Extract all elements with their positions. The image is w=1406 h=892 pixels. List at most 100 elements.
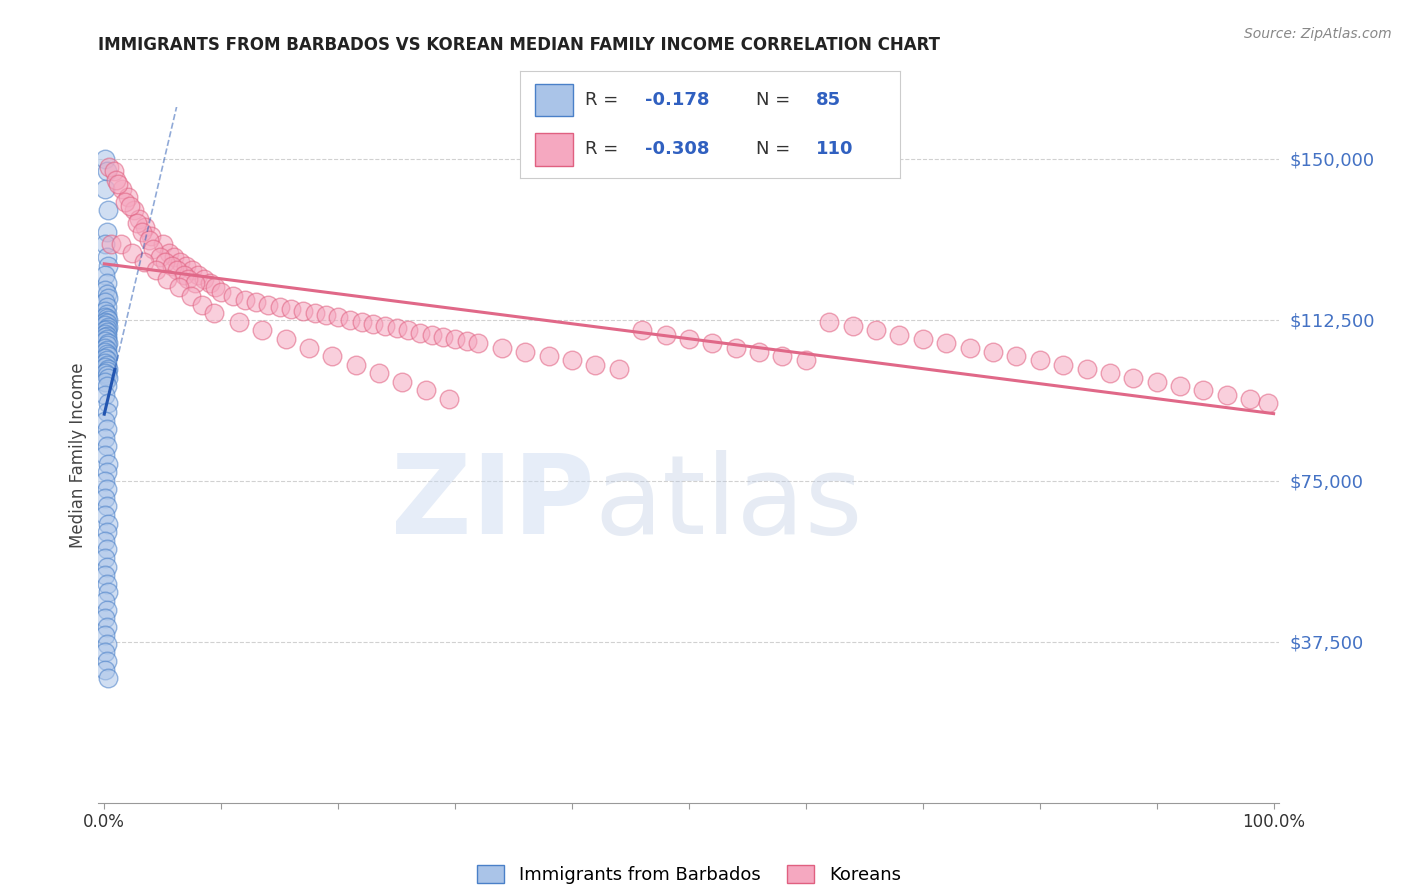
Point	[138, 233, 160, 247]
Point	[94, 181, 117, 195]
Text: R =: R =	[585, 141, 624, 159]
Point	[125, 216, 148, 230]
Point	[350, 315, 373, 329]
Point	[117, 190, 139, 204]
Point	[132, 254, 155, 268]
Point	[134, 220, 156, 235]
Point	[97, 516, 120, 531]
Point	[96, 379, 118, 393]
Point	[181, 263, 204, 277]
Point	[202, 306, 225, 320]
Point	[420, 327, 443, 342]
Point	[94, 295, 117, 310]
Point	[184, 276, 207, 290]
Point	[1216, 388, 1239, 402]
Point	[321, 349, 343, 363]
Point	[631, 323, 654, 337]
Point	[561, 353, 583, 368]
Point	[911, 332, 934, 346]
Point	[97, 291, 120, 305]
Point	[94, 388, 117, 402]
Point	[96, 576, 118, 591]
Point	[96, 483, 118, 497]
Point	[118, 199, 141, 213]
Point	[96, 343, 118, 357]
Point	[122, 203, 145, 218]
Point	[94, 413, 117, 427]
Point	[94, 611, 117, 625]
Point	[198, 276, 221, 290]
Point	[1146, 375, 1168, 389]
Point	[94, 355, 117, 369]
Point	[96, 276, 118, 290]
Point	[274, 332, 297, 346]
Point	[96, 500, 118, 514]
Point	[344, 358, 367, 372]
Point	[96, 358, 118, 372]
Point	[654, 327, 676, 342]
Point	[748, 344, 770, 359]
Point	[841, 319, 863, 334]
Point	[193, 272, 215, 286]
Point	[94, 594, 117, 608]
Point	[304, 306, 326, 320]
Point	[94, 448, 117, 462]
Point	[97, 336, 120, 351]
Point	[361, 317, 384, 331]
FancyBboxPatch shape	[536, 134, 574, 166]
Point	[96, 317, 118, 331]
Point	[298, 341, 321, 355]
Point	[94, 152, 117, 166]
Point	[96, 525, 118, 540]
Point	[96, 353, 118, 368]
Point	[191, 297, 214, 311]
Point	[315, 309, 337, 323]
Point	[97, 320, 120, 334]
Point	[180, 289, 202, 303]
Point	[97, 349, 120, 363]
Point	[160, 259, 183, 273]
Point	[174, 259, 197, 273]
Point	[94, 237, 117, 252]
Point	[142, 242, 165, 256]
Point	[245, 295, 267, 310]
Point	[326, 310, 349, 325]
Point	[583, 358, 606, 372]
Point	[96, 325, 118, 339]
Point	[250, 323, 273, 337]
Point	[257, 297, 280, 311]
Point	[104, 173, 127, 187]
Point	[96, 311, 118, 326]
Point	[702, 336, 724, 351]
Point	[607, 362, 630, 376]
Point	[121, 246, 143, 260]
Point	[94, 326, 117, 341]
Point	[97, 160, 120, 174]
FancyBboxPatch shape	[536, 84, 574, 116]
Point	[1005, 349, 1028, 363]
Point	[114, 194, 136, 209]
Point	[794, 353, 817, 368]
Legend: Immigrants from Barbados, Koreans: Immigrants from Barbados, Koreans	[470, 857, 908, 891]
Text: Source: ZipAtlas.com: Source: ZipAtlas.com	[1244, 27, 1392, 41]
Point	[204, 280, 226, 294]
Point	[374, 319, 396, 334]
Point	[94, 645, 117, 659]
Point	[96, 620, 118, 634]
Point	[1239, 392, 1261, 406]
Point	[96, 602, 118, 616]
Point	[96, 225, 118, 239]
Point	[94, 431, 117, 445]
Point	[209, 285, 232, 299]
Point	[432, 330, 454, 344]
Text: -0.308: -0.308	[645, 141, 710, 159]
Point	[772, 349, 794, 363]
Point	[94, 568, 117, 582]
Point	[94, 344, 117, 359]
Point	[935, 336, 957, 351]
Point	[96, 439, 118, 453]
Text: 110: 110	[817, 141, 853, 159]
Point	[96, 347, 118, 361]
Text: R =: R =	[585, 91, 624, 109]
Point	[97, 259, 120, 273]
